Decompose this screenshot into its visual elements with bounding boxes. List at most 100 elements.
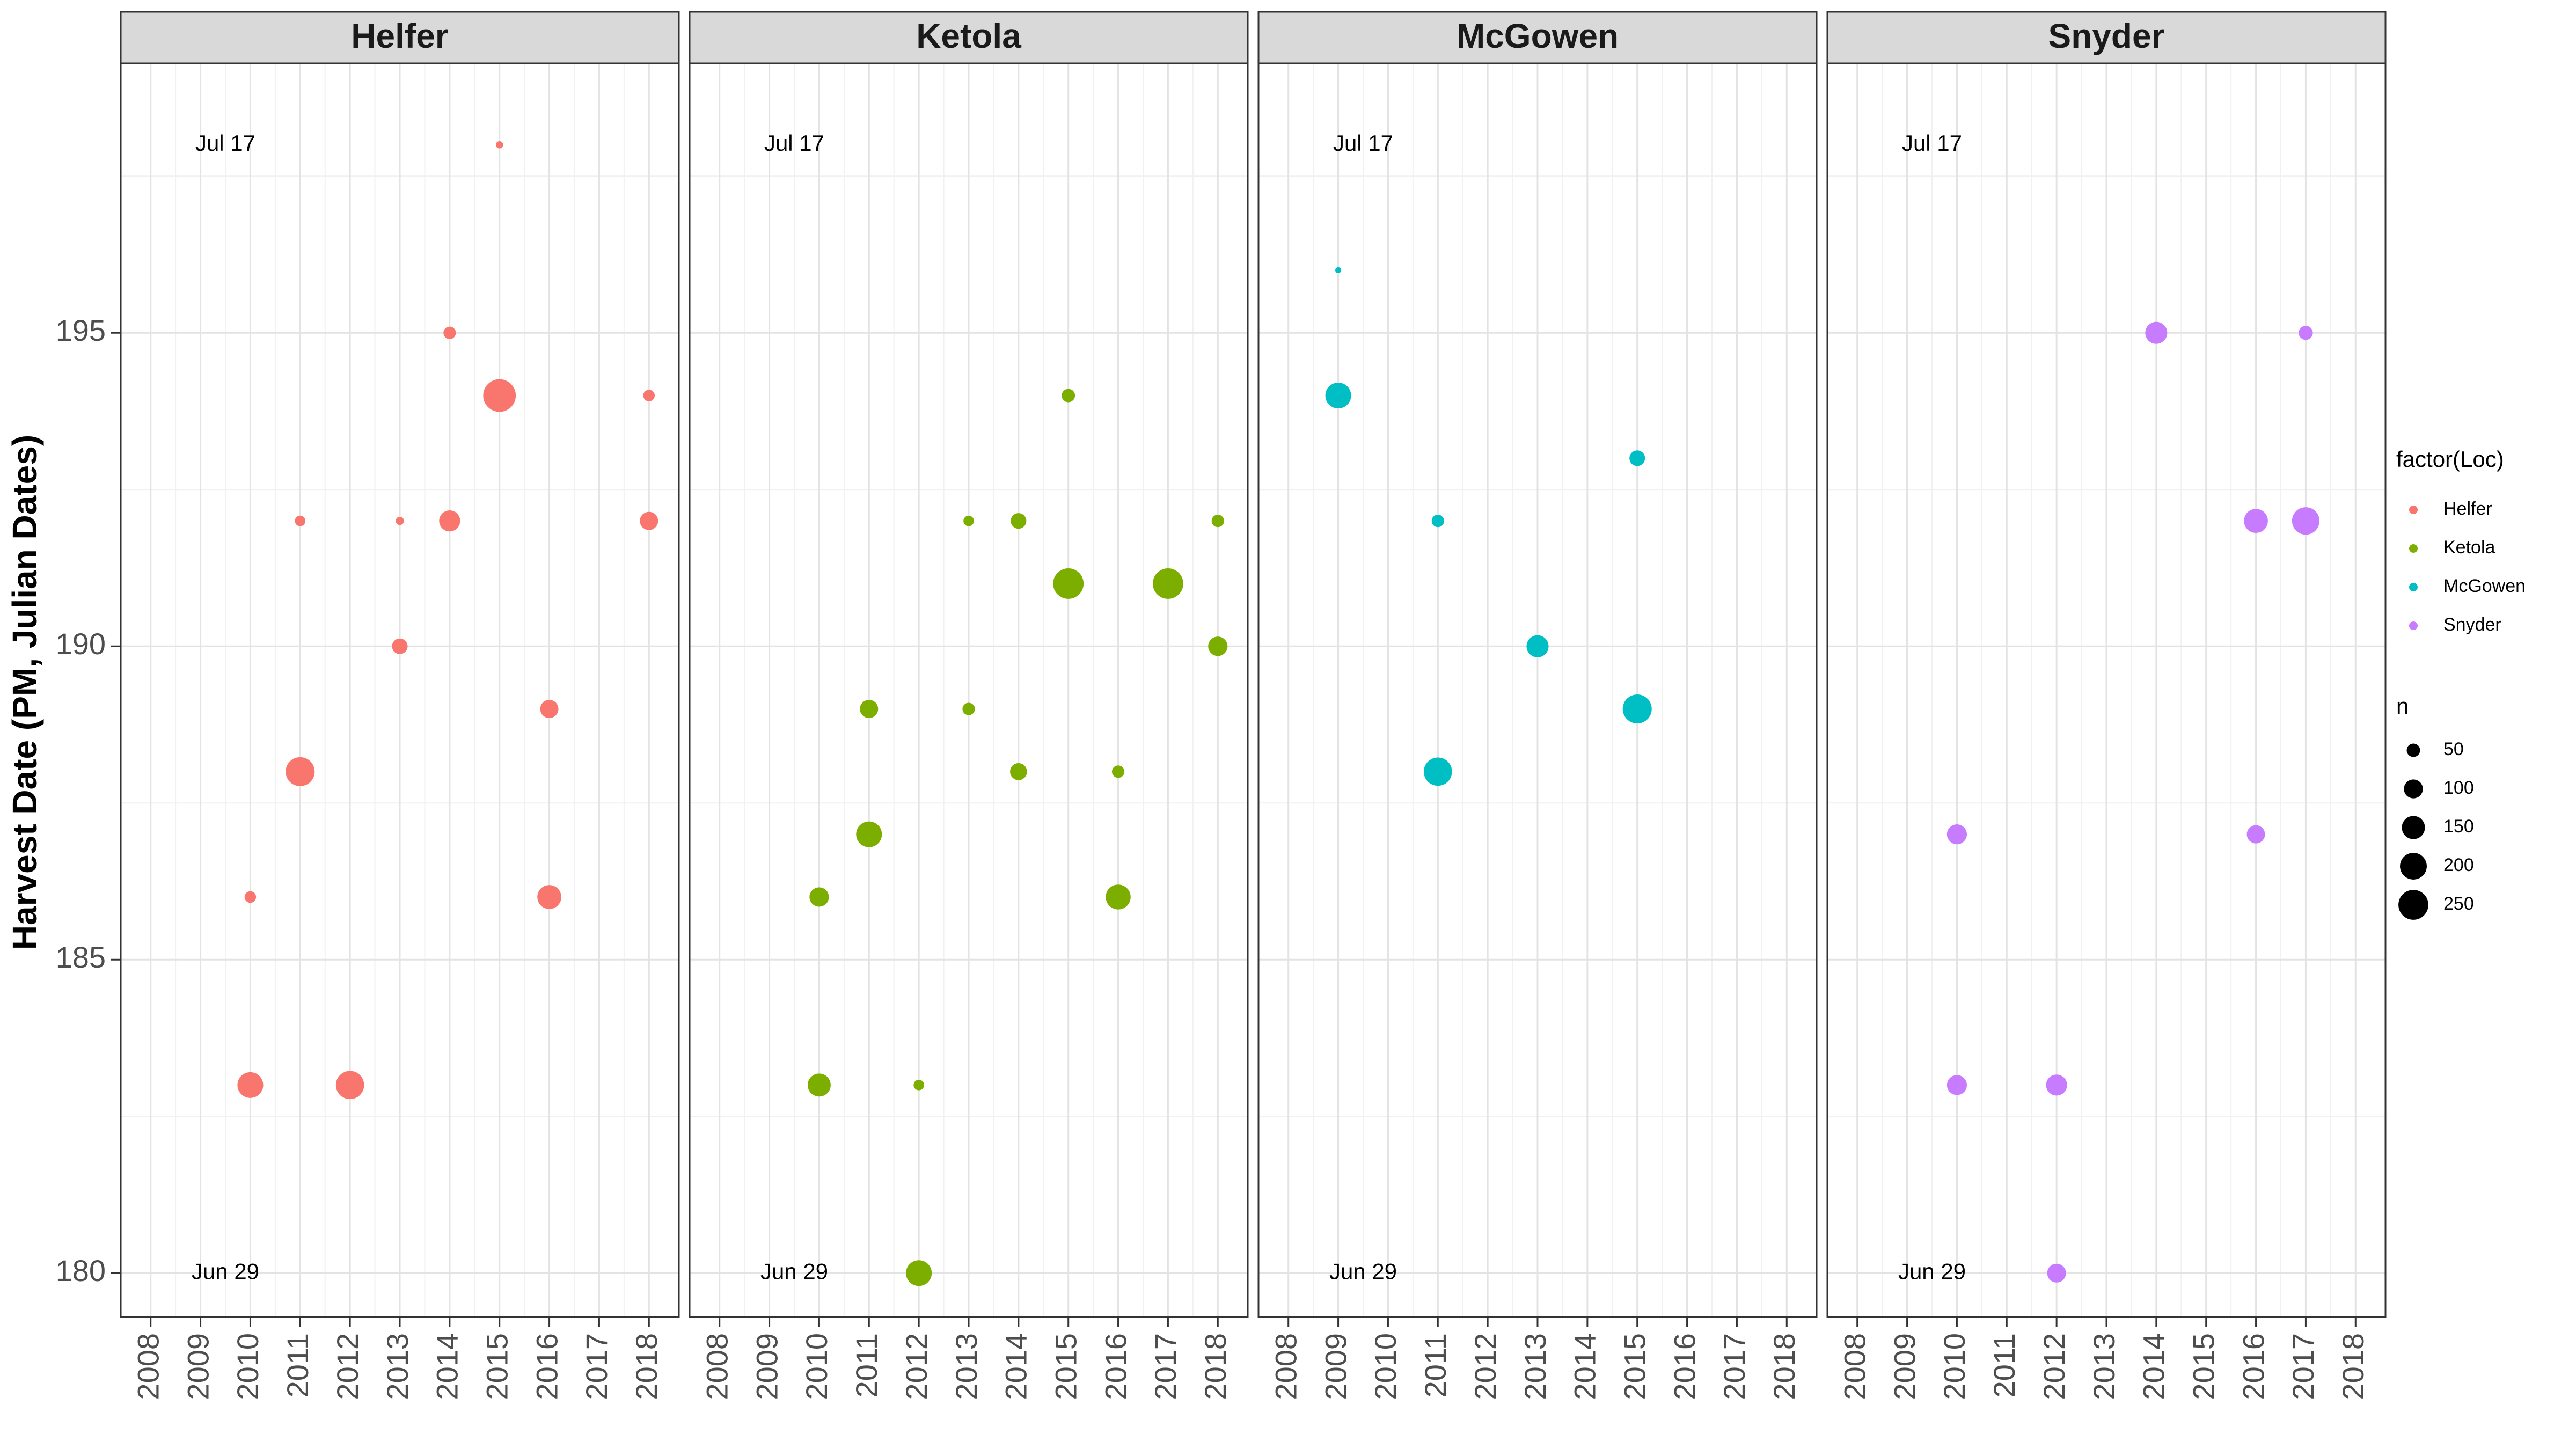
data-point [2244, 509, 2268, 533]
facet-strip-label: McGowen [1457, 17, 1619, 55]
x-tick-label: 2013 [949, 1333, 983, 1400]
x-tick-label: 2012 [331, 1333, 364, 1400]
data-point [1946, 1075, 1967, 1095]
x-tick-label: 2015 [2187, 1333, 2221, 1400]
x-tick-label: 2016 [1667, 1333, 1701, 1400]
data-point [1011, 513, 1027, 529]
y-tick-label: 190 [56, 627, 106, 661]
x-tick-label: 2013 [380, 1333, 414, 1400]
data-point [913, 1080, 924, 1091]
data-point [1106, 884, 1131, 910]
x-tick-label: 2009 [1319, 1333, 1352, 1400]
data-point [640, 511, 658, 530]
x-tick-label: 2015 [1049, 1333, 1083, 1400]
data-point [443, 326, 456, 339]
data-point [396, 517, 404, 525]
data-point [1010, 763, 1027, 780]
data-point [856, 821, 882, 847]
x-tick-label: 2009 [181, 1333, 215, 1400]
data-point [1946, 824, 1967, 845]
x-tick-label: 2012 [899, 1333, 933, 1400]
legend-color-key [2409, 506, 2418, 514]
panel-snyder: Jul 17 Jun 29 Snyder 2008 2009 2010 2011 2012 20… [1826, 11, 2387, 1400]
facet-strip-label: Snyder [2048, 17, 2165, 55]
data-point [286, 757, 315, 786]
annotation-label: Jul 17 [195, 130, 255, 156]
y-tick-label: 195 [56, 313, 106, 347]
data-point [2246, 825, 2265, 844]
legend-color-label: McGowen [2443, 576, 2526, 596]
legend-size-key [2400, 853, 2427, 880]
legend-color-key [2409, 621, 2418, 630]
facet-strip-label: Ketola [916, 17, 1021, 55]
panel-mcgowen: Jul 17 Jun 29 McGowen 2008 2009 2010 2011 2012 2… [1257, 11, 1818, 1400]
x-tick-label: 2017 [1148, 1333, 1182, 1400]
data-point [1335, 267, 1342, 273]
y-tick-label: 180 [56, 1254, 106, 1287]
x-tick-label: 2011 [281, 1333, 314, 1397]
x-tick-label: 2015 [1618, 1333, 1652, 1400]
x-tick-label: 2011 [1418, 1333, 1452, 1397]
data-point [1211, 515, 1224, 528]
legend-color-label: Ketola [2443, 537, 2495, 558]
legend: factor(Loc) Helfer Ketola McGowen Snyder n 50 1… [2396, 447, 2526, 920]
y-tick-label: 185 [56, 940, 106, 974]
data-point [392, 638, 408, 654]
x-tick-label: 2014 [430, 1333, 464, 1400]
x-tick-label: 2008 [1269, 1333, 1303, 1400]
x-tick-label: 2017 [2286, 1333, 2320, 1400]
annotation-label: Jun 29 [192, 1258, 259, 1284]
data-point [1325, 383, 1351, 409]
x-tick-label: 2009 [1887, 1333, 1921, 1400]
x-tick-label: 2010 [800, 1333, 833, 1400]
data-point [1431, 515, 1444, 528]
x-tick-label: 2009 [750, 1333, 784, 1400]
x-tick-label: 2012 [2037, 1333, 2071, 1400]
data-point [1153, 568, 1183, 599]
data-point [2046, 1074, 2067, 1096]
data-point [2292, 507, 2319, 535]
legend-color-label: Snyder [2443, 614, 2501, 635]
data-point [643, 390, 655, 401]
panel-helfer: Jul 17 Jun 29 Helfer 2008 2009 2010 2011 2012 20… [56, 11, 680, 1400]
annotation-label: Jul 17 [1333, 130, 1393, 156]
data-point [963, 515, 974, 526]
x-tick-label: 2008 [131, 1333, 165, 1400]
x-tick-label: 2018 [1198, 1333, 1232, 1400]
x-tick-label: 2010 [1937, 1333, 1971, 1400]
x-tick-label: 2018 [2336, 1333, 2370, 1400]
x-tick-label: 2013 [2087, 1333, 2121, 1400]
x-tick-label: 2014 [999, 1333, 1033, 1400]
legend-size-title: n [2396, 693, 2409, 719]
x-tick-label: 2008 [700, 1333, 734, 1400]
data-point [860, 700, 879, 719]
data-point [809, 887, 829, 907]
annotation-label: Jun 29 [760, 1258, 828, 1284]
annotation-label: Jun 29 [1898, 1258, 1966, 1284]
facet-strip [120, 11, 680, 64]
panel-ketola: Jul 17 Jun 29 Ketola 2008 2009 2010 2011 2012 20… [689, 11, 1249, 1400]
data-point [962, 702, 975, 715]
x-tick-label: 2016 [1099, 1333, 1132, 1400]
x-tick-label: 2010 [231, 1333, 265, 1400]
x-tick-label: 2016 [530, 1333, 564, 1400]
legend-size-label: 50 [2443, 739, 2464, 759]
data-point [1526, 635, 1549, 657]
data-point [439, 510, 460, 532]
facet-strip [1826, 11, 2387, 64]
legend-size-key [2398, 890, 2428, 920]
data-point [1423, 757, 1452, 786]
legend-size-key [2402, 816, 2425, 839]
data-point [2047, 1263, 2066, 1283]
annotation-label: Jun 29 [1329, 1258, 1397, 1284]
data-point [540, 700, 559, 719]
legend-color-label: Helfer [2443, 499, 2492, 519]
x-tick-label: 2016 [2236, 1333, 2270, 1400]
x-tick-label: 2018 [1767, 1333, 1801, 1400]
data-point [537, 885, 561, 909]
legend-size-label: 100 [2443, 778, 2474, 798]
data-point [2145, 321, 2168, 344]
x-tick-label: 2011 [1987, 1333, 2021, 1397]
data-point [807, 1073, 831, 1097]
